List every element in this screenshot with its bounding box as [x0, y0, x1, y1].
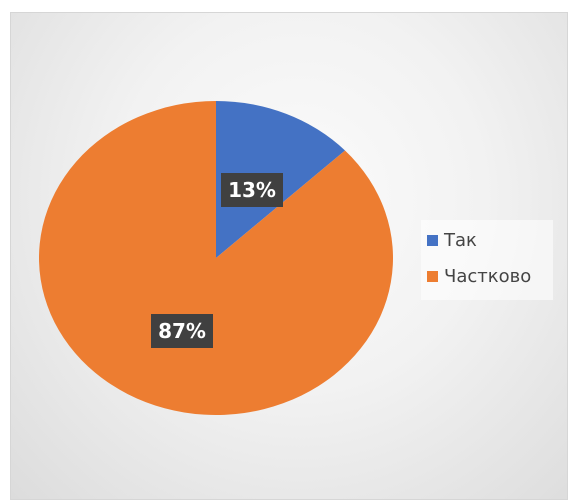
data-label-text: 13%: [228, 178, 276, 202]
legend-swatch-chastkovo: [427, 271, 438, 282]
legend-item-chastkovo: Частково: [427, 266, 531, 287]
data-labels: 13% 87%: [151, 173, 283, 348]
pie-slices: [38, 101, 393, 416]
data-label-text: 87%: [158, 319, 206, 343]
data-label-box: [151, 314, 213, 348]
legend-item-tak: Так: [427, 230, 477, 251]
legend-label-chastkovo: Частково: [444, 266, 532, 287]
data-label-chastkovo: 87%: [151, 314, 213, 348]
pie-slice-chastkovo: [38, 101, 393, 416]
data-label-tak: 13%: [221, 173, 283, 207]
legend-label-tak: Так: [444, 230, 477, 251]
legend-swatch-tak: [427, 235, 438, 246]
legend: Так Частково: [421, 220, 553, 300]
data-label-box: [221, 173, 283, 207]
